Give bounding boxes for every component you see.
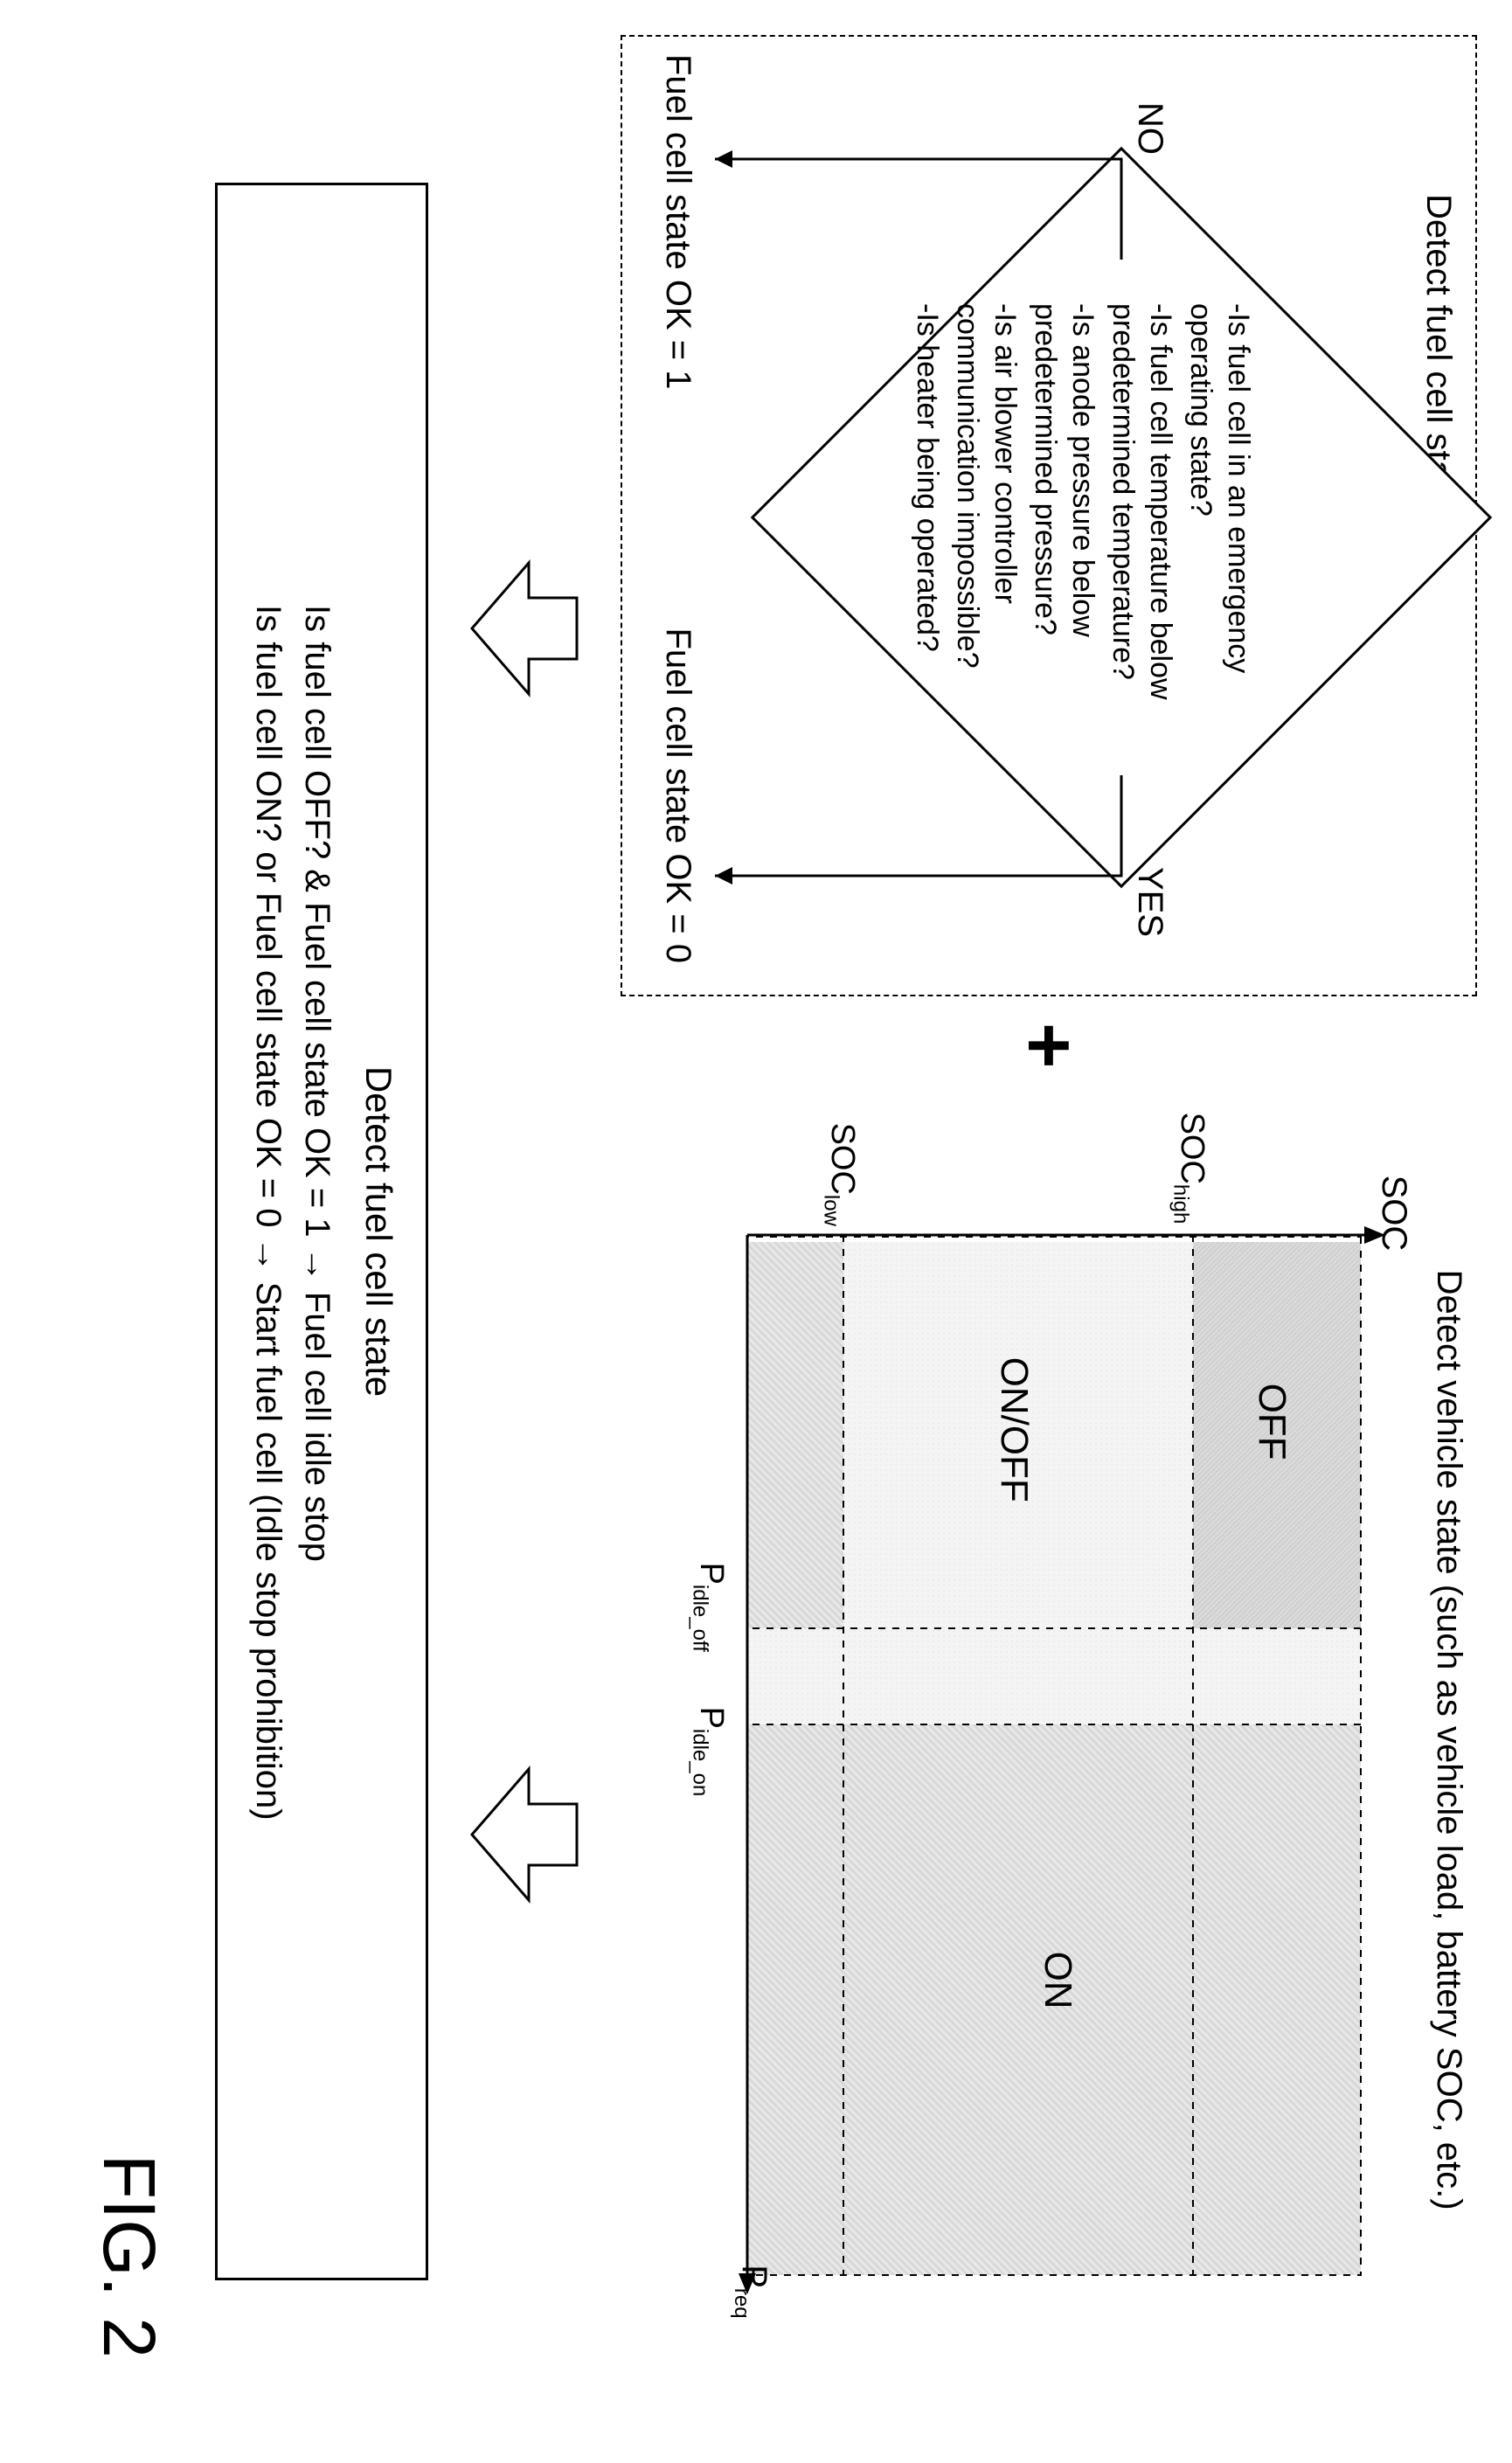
result-box-title: Detect fuel cell state [357, 238, 399, 2225]
x-axis-label: Preq [729, 2265, 773, 2318]
branch-no-label: NO [1130, 102, 1169, 155]
decision-questions: -Is fuel cell in an emergency operating … [905, 303, 1258, 740]
y-tick-soc-high: SOChigh [1168, 1113, 1210, 1225]
big-arrow-right [463, 1756, 586, 1913]
plus-symbol: + [1004, 1014, 1094, 1078]
detect-vehicle-state-panel: Detect vehicle state (such as vehicle lo… [621, 1095, 1477, 2362]
decision-diamond-wrap: -Is fuel cell in an emergency operating … [728, 63, 1410, 954]
question-3: -Is air blower controller communication … [949, 303, 1023, 740]
x-tick-p-idle-off: Pidle_off [687, 1563, 730, 1652]
result-line-1: Is fuel cell OFF? & Fuel cell state OK =… [293, 605, 342, 2225]
result-line-2: Is fuel cell ON? or Fuel cell state OK =… [244, 605, 293, 2225]
branch-yes-label: YES [1130, 867, 1169, 937]
soc-preq-chart: OFF ON/OFF ON [669, 1113, 1420, 2319]
figure-2: Detect fuel cell state -Is fuel cell in … [35, 35, 1477, 2428]
top-row: Detect fuel cell state -Is fuel cell in … [621, 35, 1477, 2428]
yes-arrow [680, 775, 1126, 889]
question-4: -Is heater being operated? [909, 303, 947, 740]
chart-axes [669, 1113, 1420, 2319]
question-1: -Is fuel cell temperature below predeter… [1105, 303, 1179, 740]
flow-arrows [463, 35, 586, 2428]
y-tick-soc-low: SOClow [818, 1123, 861, 1226]
question-0: -Is fuel cell in an emergency operating … [1183, 303, 1257, 740]
x-tick-p-idle-on: Pidle_on [687, 1707, 730, 1797]
big-arrow-left [463, 550, 586, 707]
y-axis-label: SOC [1374, 1176, 1413, 1252]
result-ok-0: Fuel cell state OK = 0 [658, 628, 697, 963]
result-ok-1: Fuel cell state OK = 1 [658, 54, 697, 390]
question-2: -Is anode pressure below predetermined p… [1027, 303, 1101, 740]
result-box: Detect fuel cell state Is fuel cell OFF?… [215, 183, 428, 2280]
right-panel-title: Detect vehicle state (such as vehicle lo… [1429, 1270, 1468, 2345]
no-arrow [680, 146, 1126, 260]
figure-label: FIG. 2 [87, 35, 171, 2358]
detect-fuel-cell-state-panel: Detect fuel cell state -Is fuel cell in … [621, 35, 1477, 996]
